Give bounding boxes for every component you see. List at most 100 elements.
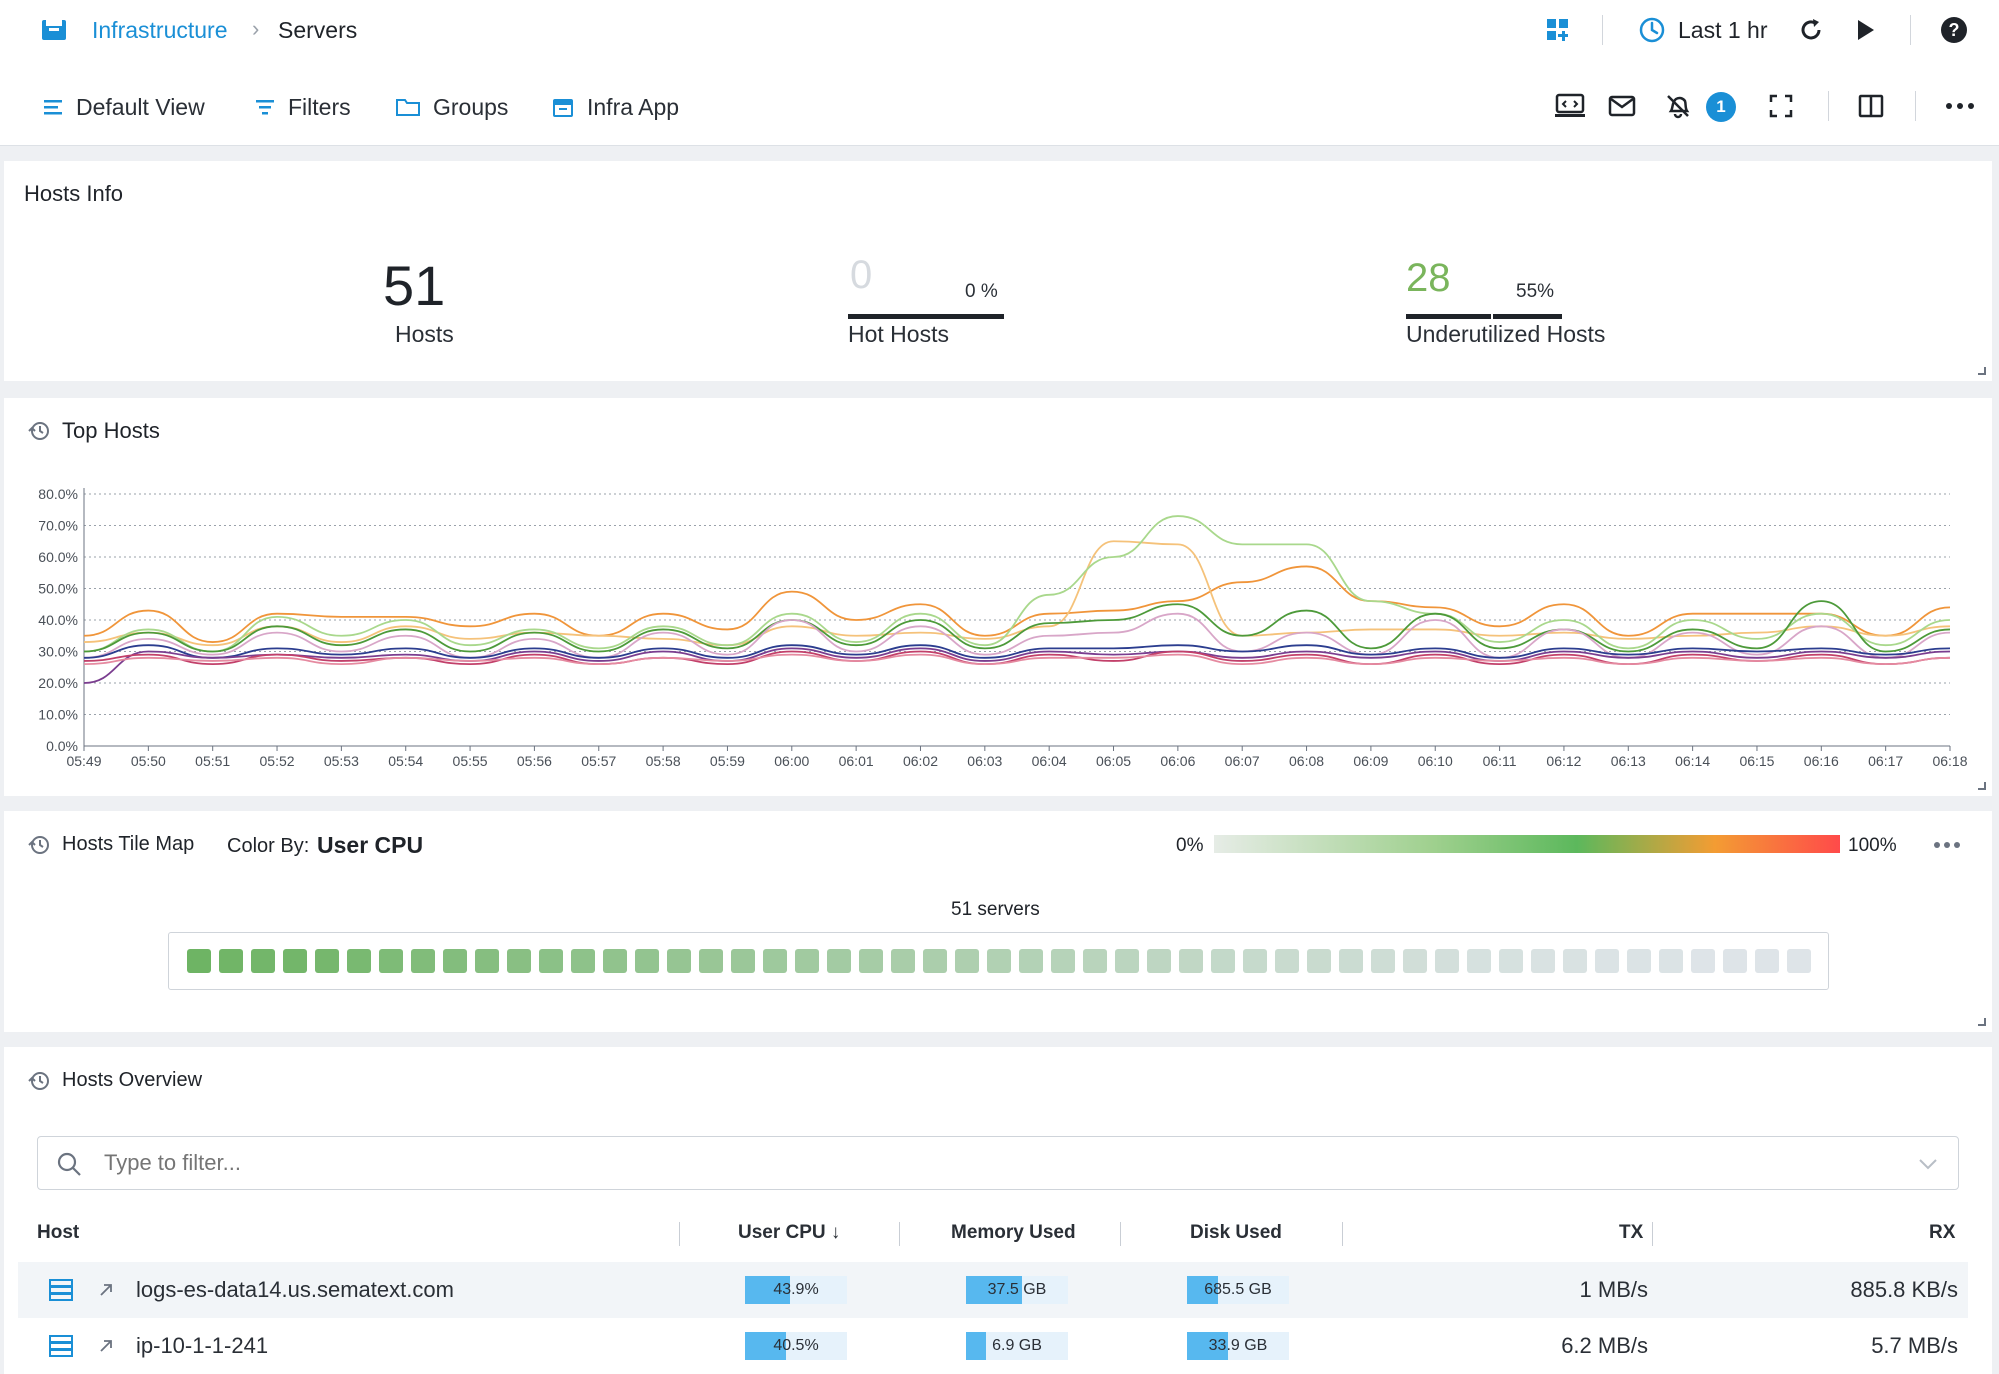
- host-tile[interactable]: [475, 949, 499, 973]
- more-options-icon[interactable]: [1934, 841, 1960, 849]
- host-tile[interactable]: [571, 949, 595, 973]
- default-view-button[interactable]: Default View: [42, 87, 205, 127]
- host-tile[interactable]: [1467, 949, 1491, 973]
- embed-icon[interactable]: [1554, 92, 1586, 120]
- host-tile[interactable]: [187, 949, 211, 973]
- host-tile[interactable]: [1019, 949, 1043, 973]
- chevron-down-icon[interactable]: [1918, 1157, 1938, 1171]
- filter-input[interactable]: [104, 1147, 1864, 1179]
- host-tile[interactable]: [411, 949, 435, 973]
- column-divider[interactable]: [1120, 1222, 1121, 1246]
- host-tile[interactable]: [1595, 949, 1619, 973]
- open-link-icon[interactable]: [98, 1282, 114, 1298]
- column-header-rx[interactable]: RX: [1929, 1222, 1956, 1243]
- alerts-badge[interactable]: 1: [1706, 92, 1736, 122]
- host-tile[interactable]: [1243, 949, 1267, 973]
- host-tile[interactable]: [1339, 949, 1363, 973]
- host-tile[interactable]: [635, 949, 659, 973]
- host-tile[interactable]: [1147, 949, 1171, 973]
- host-tile[interactable]: [795, 949, 819, 973]
- host-tile[interactable]: [1499, 949, 1523, 973]
- host-tile[interactable]: [1179, 949, 1203, 973]
- host-tile[interactable]: [1403, 949, 1427, 973]
- fullscreen-icon[interactable]: [1768, 93, 1794, 119]
- breadcrumb-infrastructure[interactable]: Infrastructure: [92, 17, 228, 43]
- play-icon[interactable]: [1852, 17, 1878, 43]
- filters-button[interactable]: Filters: [254, 87, 351, 127]
- clock-icon[interactable]: [1638, 16, 1666, 44]
- host-tile[interactable]: [1755, 949, 1779, 973]
- host-tile[interactable]: [1787, 949, 1811, 973]
- refresh-icon[interactable]: [1797, 16, 1825, 44]
- host-tile[interactable]: [283, 949, 307, 973]
- mail-icon[interactable]: [1608, 94, 1636, 118]
- host-tile[interactable]: [1115, 949, 1139, 973]
- host-tile[interactable]: [1627, 949, 1651, 973]
- host-tile[interactable]: [955, 949, 979, 973]
- column-divider[interactable]: [1342, 1222, 1343, 1246]
- series-line-1: [83, 565, 1951, 643]
- host-tile[interactable]: [1723, 949, 1747, 973]
- host-tile[interactable]: [763, 949, 787, 973]
- alerts-off-icon[interactable]: [1664, 92, 1692, 120]
- host-tile[interactable]: [347, 949, 371, 973]
- host-name[interactable]: logs-es-data14.us.sematext.com: [136, 1277, 454, 1302]
- history-icon[interactable]: [28, 1070, 50, 1092]
- resize-handle[interactable]: [1978, 782, 1986, 790]
- host-tile[interactable]: [667, 949, 691, 973]
- host-tile[interactable]: [1691, 949, 1715, 973]
- host-tile[interactable]: [1211, 949, 1235, 973]
- host-tile[interactable]: [1435, 949, 1459, 973]
- host-tile[interactable]: [1531, 949, 1555, 973]
- column-header-tx[interactable]: TX: [1619, 1222, 1644, 1243]
- column-divider[interactable]: [1652, 1222, 1653, 1246]
- resize-handle[interactable]: [1978, 1018, 1986, 1026]
- host-tile[interactable]: [1307, 949, 1331, 973]
- more-options-icon[interactable]: [1945, 102, 1975, 110]
- split-view-icon[interactable]: [1857, 93, 1885, 119]
- host-tile[interactable]: [315, 949, 339, 973]
- table-row[interactable]: logs-es-data14.us.sematext.com 43.9% 37.…: [18, 1262, 1968, 1318]
- table-row[interactable]: ip-10-1-1-241 40.5% 6.9 GB 33.9 GB 6.2 M…: [18, 1318, 1968, 1374]
- host-tile[interactable]: [219, 949, 243, 973]
- dashboard-add-icon[interactable]: [1545, 17, 1571, 43]
- host-tile[interactable]: [1275, 949, 1299, 973]
- top-hosts-chart[interactable]: 0.0% 10.0% 20.0% 30.0% 40.0% 50.0% 60.0% 70.0% 8…: [4, 468, 1992, 778]
- host-tile[interactable]: [731, 949, 755, 973]
- host-tile[interactable]: [827, 949, 851, 973]
- host-tile[interactable]: [251, 949, 275, 973]
- host-tile[interactable]: [859, 949, 883, 973]
- time-range-selector[interactable]: Last 1 hr: [1678, 17, 1768, 43]
- column-header-disk-used[interactable]: Disk Used: [1190, 1222, 1282, 1243]
- host-tile[interactable]: [1051, 949, 1075, 973]
- host-tile[interactable]: [379, 949, 403, 973]
- color-by-selector[interactable]: User CPU: [317, 832, 424, 858]
- groups-button[interactable]: Groups: [395, 87, 508, 127]
- host-tile[interactable]: [699, 949, 723, 973]
- column-divider[interactable]: [679, 1222, 680, 1246]
- history-icon[interactable]: [28, 420, 50, 442]
- host-tile[interactable]: [1371, 949, 1395, 973]
- help-icon[interactable]: ?: [1940, 16, 1968, 44]
- column-header-host[interactable]: Host: [37, 1222, 80, 1243]
- host-tile[interactable]: [1083, 949, 1107, 973]
- host-tile[interactable]: [987, 949, 1011, 973]
- history-icon[interactable]: [28, 834, 50, 856]
- host-tile[interactable]: [507, 949, 531, 973]
- host-tile[interactable]: [443, 949, 467, 973]
- host-tile[interactable]: [539, 949, 563, 973]
- column-header-memory-used[interactable]: Memory Used: [951, 1222, 1076, 1243]
- open-link-icon[interactable]: [98, 1338, 114, 1354]
- host-tile[interactable]: [603, 949, 627, 973]
- host-tile[interactable]: [923, 949, 947, 973]
- host-tile[interactable]: [1659, 949, 1683, 973]
- host-tile[interactable]: [891, 949, 915, 973]
- column-header-user-cpu[interactable]: User CPU ↓: [738, 1222, 841, 1243]
- infra-app-button[interactable]: Infra App: [551, 87, 679, 127]
- host-name[interactable]: ip-10-1-1-241: [136, 1333, 269, 1358]
- resize-handle[interactable]: [1978, 367, 1986, 375]
- y-tick-label: 80.0%: [38, 486, 78, 502]
- column-divider[interactable]: [899, 1222, 900, 1246]
- filter-input-box[interactable]: [37, 1136, 1959, 1190]
- host-tile[interactable]: [1563, 949, 1587, 973]
